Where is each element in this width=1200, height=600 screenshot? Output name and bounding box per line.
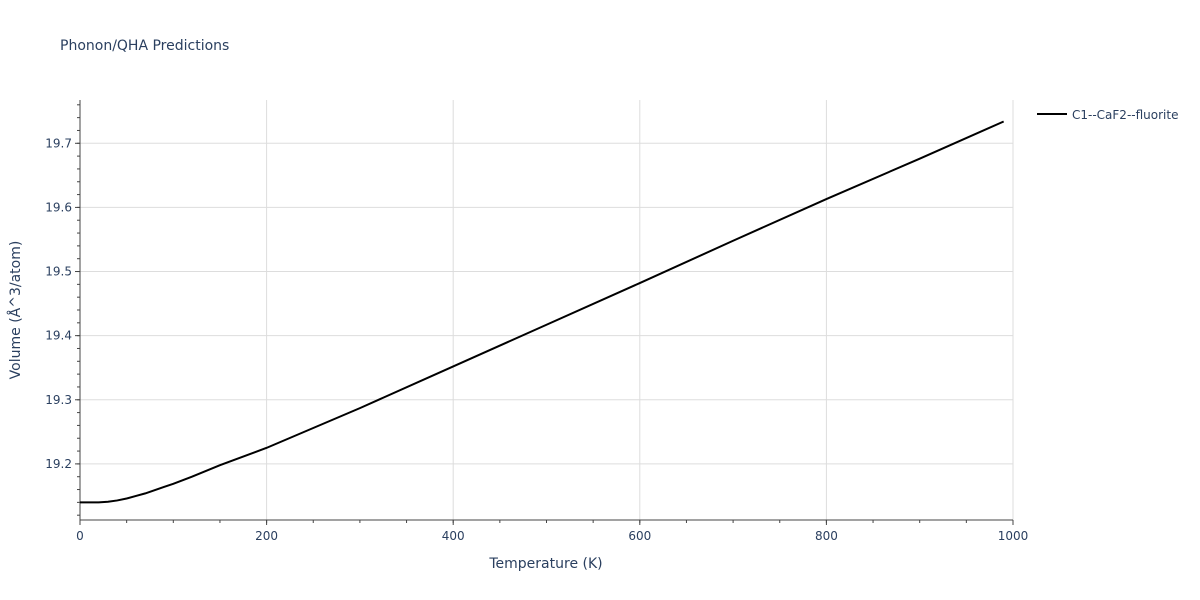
series-line [80, 120, 1005, 504]
x-tick-label: 400 [442, 529, 465, 543]
y-gridlines [80, 142, 1013, 465]
legend[interactable]: C1--CaF2--fluorite [1037, 108, 1178, 122]
series-layer [80, 120, 1005, 504]
x-tick-label: 600 [628, 529, 651, 543]
y-tick-label: 19.6 [45, 200, 72, 214]
x-axis-ticks: 0 200 400 600 800 1000 [76, 520, 1028, 543]
x-tick-label: 0 [76, 529, 84, 543]
x-tick-label: 200 [255, 529, 278, 543]
y-tick-label: 19.3 [45, 393, 72, 407]
y-tick-label: 19.2 [45, 457, 72, 471]
y-axis-title: Volume (Å^3/atom) [7, 241, 24, 380]
y-tick-label: 19.7 [45, 136, 72, 150]
legend-label[interactable]: C1--CaF2--fluorite [1072, 108, 1178, 122]
x-tick-label: 1000 [998, 529, 1029, 543]
y-tick-label: 19.5 [45, 265, 72, 279]
y-axis-ticks: 19.2 19.3 19.4 19.5 19.6 19.7 [45, 104, 80, 516]
chart-title: Phonon/QHA Predictions [60, 38, 229, 54]
x-axis-title: Temperature (K) [488, 556, 602, 572]
x-gridlines [266, 100, 1014, 520]
y-tick-label: 19.4 [45, 329, 72, 343]
x-tick-label: 800 [815, 529, 838, 543]
